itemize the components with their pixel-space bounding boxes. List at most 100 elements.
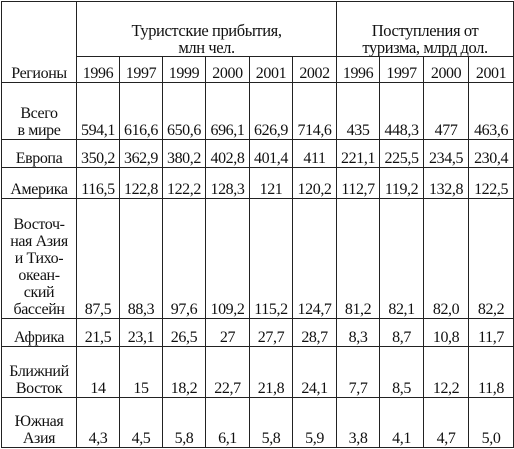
arrivals-value-cell: 5,8 <box>162 396 206 449</box>
receipts-year-header: 1996 <box>336 56 381 83</box>
arrivals-value-cell: 27 <box>205 318 250 348</box>
arrivals-value-cell: 21,8 <box>249 346 293 398</box>
table-row: Африка 21,5 23,1 26,5 27 27,7 28,7 8,3 8,7 10,8 11… <box>1 318 514 348</box>
receipts-value-cell: 12,2 <box>423 346 470 398</box>
receipts-year-header: 2001 <box>468 56 514 83</box>
receipts-value-cell: 7,7 <box>336 346 381 398</box>
arrivals-value-cell: 411 <box>291 139 338 169</box>
arrivals-value-cell: 380,2 <box>162 139 206 169</box>
arrivals-year-header: 1997 <box>119 56 163 83</box>
receipts-value-cell: 225,5 <box>379 139 425 169</box>
arrivals-value-cell: 122,2 <box>162 167 206 199</box>
receipts-value-cell: 82,1 <box>379 197 425 320</box>
table-row: Всего в мире 594,1 616,6 650,6 696,1 626,9 714,… <box>1 81 514 141</box>
receipts-value-cell: 122,5 <box>468 167 514 199</box>
arrivals-year-header: 2002 <box>291 56 338 83</box>
receipts-value-cell: 11,8 <box>468 346 514 398</box>
receipts-value-cell: 234,5 <box>423 139 470 169</box>
receipts-title-line: туризма, млрд дол. <box>362 38 488 57</box>
receipts-value-cell: 5,0 <box>468 396 514 449</box>
region-name-cell: Америка <box>1 167 77 199</box>
table-row: Европа 350,2 362,9 380,2 402,8 401,4 411 221,1 2… <box>1 139 514 169</box>
receipts-value-cell: 4,7 <box>423 396 470 449</box>
arrivals-value-cell: 88,3 <box>119 197 163 320</box>
table-row: Восточ-ная Азия и Тихо-океан-ский бассейн 8… <box>1 197 514 320</box>
arrivals-value-cell: 122,8 <box>119 167 163 199</box>
region-name-line: ная Азия <box>10 233 68 251</box>
region-column-header: Регионы <box>1 1 77 83</box>
arrivals-value-cell: 6,1 <box>205 396 250 449</box>
arrivals-value-cell: 109,2 <box>205 197 250 320</box>
arrivals-value-cell: 28,7 <box>291 318 338 348</box>
arrivals-value-cell: 626,9 <box>249 81 293 141</box>
receipts-value-cell: 10,8 <box>423 318 470 348</box>
arrivals-value-cell: 116,5 <box>76 167 120 199</box>
region-name-line: Восток <box>15 379 63 397</box>
arrivals-value-cell: 115,2 <box>249 197 293 320</box>
arrivals-value-cell: 24,1 <box>291 346 338 398</box>
receipts-group-header: Поступления от туризма, млрд дол. <box>336 1 514 57</box>
arrivals-title-line: млн чел. <box>178 38 235 57</box>
receipts-value-cell: 230,4 <box>468 139 514 169</box>
arrivals-value-cell: 15 <box>119 346 163 398</box>
arrivals-year-header: 2001 <box>249 56 293 83</box>
table-row: Южная Азия 4,3 4,5 5,8 6,1 5,8 5,9 3,8 4,1 4,7 5,0 <box>1 396 514 449</box>
arrivals-value-cell: 714,6 <box>291 81 338 141</box>
arrivals-group-header: Туристские прибытия, млн чел. <box>75 1 338 57</box>
table-row: Ближний Восток 14 15 18,2 22,7 21,8 24,1 7,7 8,5 1… <box>1 346 514 398</box>
receipts-value-cell: 132,8 <box>423 167 470 199</box>
arrivals-value-cell: 5,8 <box>249 396 293 449</box>
region-name-cell: Всего в мире <box>1 81 77 141</box>
receipts-value-cell: 11,7 <box>468 318 514 348</box>
region-name-line: Ближний <box>9 362 69 380</box>
receipts-value-cell: 221,1 <box>336 139 381 169</box>
receipts-value-cell: 112,7 <box>336 167 381 199</box>
receipts-year-header: 2000 <box>423 56 470 83</box>
receipts-value-cell: 8,5 <box>379 346 425 398</box>
arrivals-value-cell: 97,6 <box>162 197 206 320</box>
arrivals-year-header: 1996 <box>76 56 120 83</box>
arrivals-title-line: Туристские прибытия, <box>131 21 282 40</box>
receipts-value-cell: 82,0 <box>423 197 470 320</box>
receipts-value-cell: 435 <box>336 81 381 141</box>
arrivals-value-cell: 124,7 <box>291 197 338 320</box>
receipts-value-cell: 8,7 <box>379 318 425 348</box>
arrivals-value-cell: 27,7 <box>249 318 293 348</box>
region-name-line: бассейн <box>13 301 65 319</box>
receipts-value-cell: 82,2 <box>468 197 514 320</box>
region-name-line: океан- <box>18 267 60 285</box>
arrivals-value-cell: 350,2 <box>76 139 120 169</box>
arrivals-value-cell: 5,9 <box>291 396 338 449</box>
region-name-line: и Тихо- <box>14 250 64 268</box>
region-name-line: Африка <box>13 329 65 347</box>
region-name-cell: Ближний Восток <box>1 346 77 398</box>
receipts-year-header: 1997 <box>379 56 425 83</box>
header-group-row: Регионы Туристские прибытия, млн чел. По… <box>1 1 514 83</box>
arrivals-value-cell: 650,6 <box>162 81 206 141</box>
arrivals-value-cell: 401,4 <box>249 139 293 169</box>
region-name-cell: Восточ-ная Азия и Тихо-океан-ский бассейн <box>1 197 77 320</box>
arrivals-year-header: 1999 <box>162 56 206 83</box>
region-name-line: Южная <box>14 413 64 430</box>
region-name-line: Европа <box>15 150 63 168</box>
arrivals-value-cell: 21,5 <box>76 318 120 348</box>
region-name-cell: Южная Азия <box>1 396 77 449</box>
arrivals-value-cell: 696,1 <box>205 81 250 141</box>
receipts-title-line: Поступления от <box>371 21 479 40</box>
region-name-line: ский <box>23 284 55 302</box>
arrivals-value-cell: 121 <box>249 167 293 199</box>
region-name-cell: Африка <box>1 318 77 348</box>
region-name-line: Всего <box>20 105 58 123</box>
receipts-value-cell: 8,3 <box>336 318 381 348</box>
arrivals-value-cell: 402,8 <box>205 139 250 169</box>
arrivals-value-cell: 120,2 <box>291 167 338 199</box>
receipts-value-cell: 463,6 <box>468 81 514 141</box>
arrivals-value-cell: 4,5 <box>119 396 163 449</box>
receipts-value-cell: 448,3 <box>379 81 425 141</box>
arrivals-value-cell: 128,3 <box>205 167 250 199</box>
arrivals-value-cell: 362,9 <box>119 139 163 169</box>
arrivals-value-cell: 22,7 <box>205 346 250 398</box>
arrivals-value-cell: 26,5 <box>162 318 206 348</box>
receipts-value-cell: 4,1 <box>379 396 425 449</box>
